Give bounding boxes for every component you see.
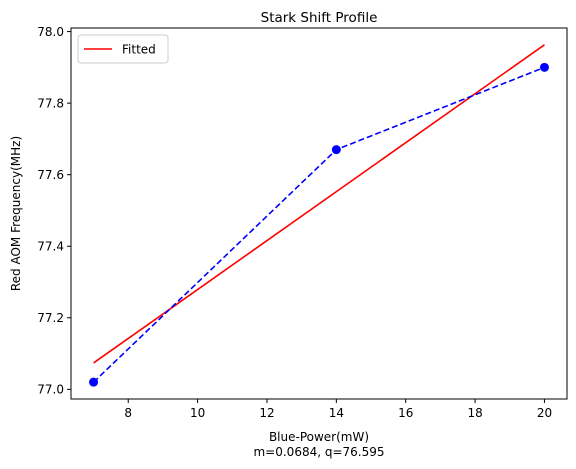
x-tick-label: 8 [124, 406, 132, 420]
legend-box [77, 34, 169, 64]
y-tick-label: 77.0 [37, 383, 64, 397]
x-tick-label: 18 [467, 406, 482, 420]
y-tick-label: 77.4 [37, 240, 64, 254]
x-axis-ticks: 8 10 12 14 16 18 20 [124, 399, 552, 420]
x-tick-label: 10 [190, 406, 205, 420]
measured-point [331, 145, 341, 155]
y-tick-label: 77.6 [37, 168, 64, 182]
measured-point [89, 377, 99, 387]
fitted-line [93, 44, 545, 364]
fit-parameters-label: m=0.0684, q=76.595 [253, 445, 384, 459]
plot-area: 8 10 12 14 16 18 20 77.0 77.2 77.4 77.6 77.8 78.0 [37, 25, 568, 420]
y-axis-ticks: 77.0 77.2 77.4 77.6 77.8 78.0 [37, 25, 71, 397]
measured-point [539, 62, 549, 72]
legend: Fitted [77, 34, 169, 64]
x-tick-label: 20 [537, 406, 552, 420]
y-tick-label: 77.2 [37, 311, 64, 325]
legend-fitted-label: Fitted [122, 43, 156, 57]
y-tick-label: 78.0 [37, 25, 64, 39]
measured-line [92, 66, 545, 383]
x-axis-label: Blue-Power(mW) [269, 430, 369, 444]
x-tick-label: 16 [398, 406, 413, 420]
x-tick-label: 12 [259, 406, 274, 420]
axes-frame [70, 27, 568, 400]
x-tick-label: 14 [329, 406, 344, 420]
y-tick-label: 77.8 [37, 96, 64, 110]
y-axis-label: Red AOM Frequency(MHz) [9, 136, 23, 291]
chart-title: Stark Shift Profile [261, 10, 378, 26]
